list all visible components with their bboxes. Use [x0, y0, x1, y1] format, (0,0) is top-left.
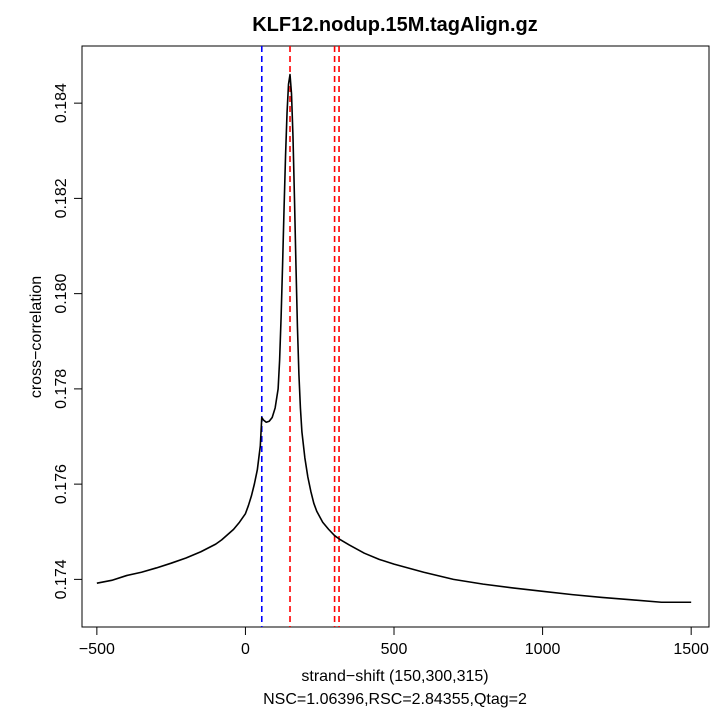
x-tick-label: 0	[241, 641, 250, 658]
x-tick-label: −500	[79, 641, 115, 658]
x-axis-label: strand−shift (150,300,315)	[301, 668, 488, 685]
y-tick-label: 0.178	[53, 369, 70, 409]
reference-lines	[260, 46, 340, 627]
x-tick-label: 500	[381, 641, 408, 658]
y-tick-label: 0.184	[53, 83, 70, 123]
y-tick-label: 0.176	[53, 464, 70, 504]
y-axis: 0.174 0.176 0.178 0.180 0.182 0.184	[53, 83, 82, 599]
y-tick-label: 0.174	[53, 559, 70, 599]
plot-frame	[81, 45, 710, 628]
x-tick-label: 1000	[525, 641, 561, 658]
series-layer	[96, 73, 692, 604]
x-tick-label: 1500	[673, 641, 709, 658]
y-tick-label: 0.182	[53, 178, 70, 218]
chart-title: KLF12.nodup.15M.tagAlign.gz	[252, 14, 538, 36]
series-line-0	[96, 73, 692, 604]
y-axis-label: cross−correlation	[28, 276, 45, 398]
x-axis: −500 0 500 1000 1500	[79, 627, 709, 658]
chart-subtitle: NSC=1.06396,RSC=2.84355,Qtag=2	[263, 691, 527, 708]
y-tick-label: 0.180	[53, 274, 70, 314]
